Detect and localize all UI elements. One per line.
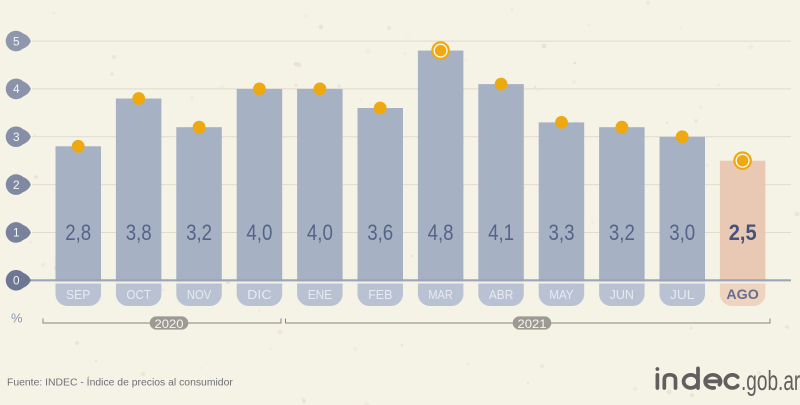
svg-text:4: 4: [13, 82, 20, 96]
svg-text:SEP: SEP: [66, 287, 91, 302]
svg-text:2021: 2021: [518, 319, 547, 331]
svg-text:JUL: JUL: [670, 287, 694, 302]
svg-text:AGO: AGO: [726, 287, 758, 302]
svg-text:2,5: 2,5: [729, 220, 757, 245]
svg-text:.gob.ar: .gob.ar: [741, 365, 800, 397]
svg-text:2: 2: [13, 178, 20, 192]
svg-text:1: 1: [13, 226, 20, 240]
svg-text:3,8: 3,8: [126, 220, 152, 245]
svg-text:3,0: 3,0: [669, 220, 695, 245]
svg-text:FEB: FEB: [368, 287, 393, 302]
svg-text:MAR: MAR: [428, 287, 452, 302]
svg-text:4,1: 4,1: [488, 220, 514, 245]
svg-text:5: 5: [13, 34, 20, 48]
svg-text:OCT: OCT: [127, 287, 151, 302]
svg-text:2020: 2020: [155, 319, 184, 331]
svg-text:4,8: 4,8: [428, 220, 454, 245]
svg-text:JUN: JUN: [610, 287, 634, 302]
svg-text:ABR: ABR: [489, 287, 513, 302]
svg-text:MAY: MAY: [549, 287, 574, 302]
svg-text:3,2: 3,2: [609, 220, 635, 245]
svg-text:4,0: 4,0: [246, 220, 272, 245]
svg-text:DIC: DIC: [247, 287, 272, 302]
svg-text:Fuente: INDEC - Índice de prec: Fuente: INDEC - Índice de precios al con…: [7, 376, 233, 389]
svg-text:2,8: 2,8: [65, 220, 91, 245]
svg-text:%: %: [11, 311, 23, 326]
svg-text:4,0: 4,0: [307, 220, 333, 245]
svg-text:0: 0: [13, 274, 20, 288]
svg-text:3,3: 3,3: [549, 220, 575, 245]
svg-text:3: 3: [13, 130, 20, 144]
svg-text:NOV: NOV: [187, 287, 212, 302]
svg-text:3,2: 3,2: [186, 220, 212, 245]
svg-text:3,6: 3,6: [367, 220, 393, 245]
svg-text:ENE: ENE: [308, 287, 333, 302]
